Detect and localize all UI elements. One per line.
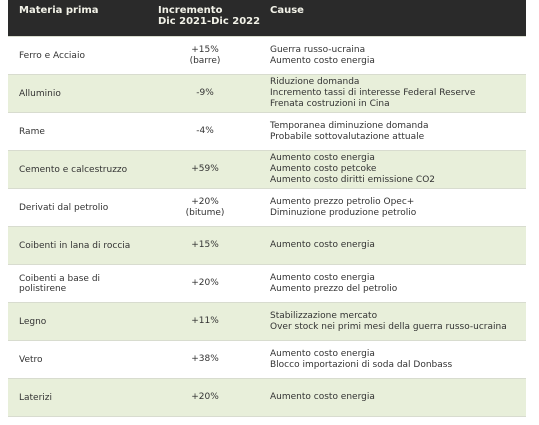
header-line: Dic 2021-Dic 2022 — [158, 16, 261, 27]
cause-line: Over stock nei primi mesi della guerra r… — [270, 321, 507, 332]
header-line: Incremento — [158, 5, 223, 16]
increment-line: +20% — [191, 278, 219, 288]
material-cell: Laterizi — [19, 392, 53, 403]
increment-cell: +20% — [148, 392, 262, 403]
increment-cell: +20% (bitume) — [148, 197, 262, 219]
table-row: Legno +11% Stabilizzazione mercato Over sto… — [8, 303, 526, 341]
cause-line: Aumento prezzo petrolio Opec+ — [270, 196, 415, 207]
increment-line: -4% — [196, 126, 214, 136]
table-row: Derivati dal petrolio +20% (bitume) Aumento… — [8, 189, 526, 227]
cause-line: Guerra russo-ucraina — [270, 44, 366, 55]
table-row: Coibenti a base di polistirene +20% Aument… — [8, 265, 526, 303]
cause-line: Aumento costo diritti emissione CO2 — [270, 175, 436, 185]
table-row: Vetro +38% Aumento costo energia Blocco imp… — [8, 341, 526, 379]
increment-line: (barre) — [189, 55, 221, 66]
material-cell: Coibenti a base di polistirene — [19, 273, 101, 294]
increment-cell: +59% — [148, 164, 262, 175]
increment-line: -9% — [196, 88, 214, 98]
increment-cell: +15% (barre) — [148, 45, 262, 67]
material-cell: Legno — [19, 316, 47, 327]
increment-cell: +20% — [148, 278, 262, 289]
cause-line: Riduzione domanda — [270, 77, 360, 87]
cause-line: Temporanea diminuzione domanda — [270, 120, 429, 131]
increment-line: +15% — [191, 240, 219, 250]
table: Materia prima Incremento Dic 2021-Dic 20… — [8, 0, 526, 417]
material-cell: Derivati dal petrolio — [19, 202, 109, 213]
cause-line: Aumento costo energia — [270, 392, 375, 402]
increment-cell: +11% — [148, 316, 262, 327]
cause-line: Incremento tassi di interesse Federal Re… — [270, 88, 476, 98]
table-row: Cemento e calcestruzzo +59% Aumento costo … — [8, 151, 526, 189]
causes-cell: Riduzione domanda Incremento tassi di int… — [262, 77, 526, 110]
material-cell: Cemento e calcestruzzo — [19, 164, 128, 175]
cause-line: Aumento costo energia — [270, 272, 375, 283]
causes-cell: Temporanea diminuzione domanda Probabile … — [262, 121, 526, 143]
causes-cell: Aumento costo energia — [262, 240, 526, 251]
increment-cell: +15% — [148, 240, 262, 251]
cause-line: Probabile sottovalutazione attuale — [270, 131, 425, 142]
material-cell: Ferro e Acciaio — [19, 50, 85, 61]
table-row: Laterizi +20% Aumento costo energia — [8, 379, 526, 417]
cause-line: Frenata costruzioni in Cina — [270, 99, 390, 109]
table-row: Alluminio -9% Riduzione domanda Incremento … — [8, 75, 526, 113]
material-cell: Alluminio — [19, 88, 61, 99]
causes-cell: Stabilizzazione mercato Over stock nei pr… — [262, 311, 526, 333]
cause-line: Aumento costo petcoke — [270, 164, 377, 174]
increment-line: (bitume) — [185, 207, 225, 218]
increment-line: +20% — [191, 392, 219, 402]
increment-cell: +38% — [148, 354, 262, 365]
cause-line: Blocco importazioni di soda dal Donbass — [270, 359, 453, 370]
header-cell: Incremento Dic 2021-Dic 2022 — [148, 5, 262, 27]
increment-cell: -4% — [148, 126, 262, 137]
increment-line: +20% — [191, 196, 219, 207]
cause-line: Stabilizzazione mercato — [270, 310, 378, 321]
table-row: Ferro e Acciaio +15% (barre) Guerra russo-u… — [8, 37, 526, 75]
causes-cell: Aumento costo energia — [262, 392, 526, 403]
increment-line: +15% — [191, 44, 219, 55]
causes-cell: Guerra russo-ucraina Aumento costo energi… — [262, 45, 526, 67]
cause-line: Aumento prezzo del petrolio — [270, 283, 398, 294]
material-cell: Rame — [19, 126, 45, 137]
material-cell: Vetro — [19, 354, 43, 365]
table-row: Rame -4% Temporanea diminuzione domanda Pro… — [8, 113, 526, 151]
header-cell: Cause — [270, 5, 304, 16]
increment-line: +11% — [191, 316, 219, 326]
cause-line: Aumento costo energia — [270, 55, 375, 66]
cause-line: Diminuzione produzione petrolio — [270, 207, 417, 218]
material-cell: Coibenti in lana di roccia — [19, 240, 131, 251]
cause-line: Aumento costo energia — [270, 153, 375, 163]
increment-cell: -9% — [148, 88, 262, 99]
cause-line: Aumento costo energia — [270, 348, 375, 359]
causes-cell: Aumento costo energia Aumento costo petco… — [262, 153, 526, 186]
causes-cell: Aumento prezzo petrolio Opec+ Diminuzione… — [262, 197, 526, 219]
increment-line: +38% — [191, 354, 219, 364]
cause-line: Aumento costo energia — [270, 240, 375, 250]
header-cell: Materia prima — [19, 5, 99, 16]
table-row: Coibenti in lana di roccia +15% Aumento co… — [8, 227, 526, 265]
header-row: Materia prima Incremento Dic 2021-Dic 20… — [8, 0, 526, 37]
causes-cell: Aumento costo energia Blocco importazioni… — [262, 349, 526, 371]
causes-cell: Aumento costo energia Aumento prezzo del … — [262, 273, 526, 295]
increment-line: +59% — [191, 164, 219, 174]
